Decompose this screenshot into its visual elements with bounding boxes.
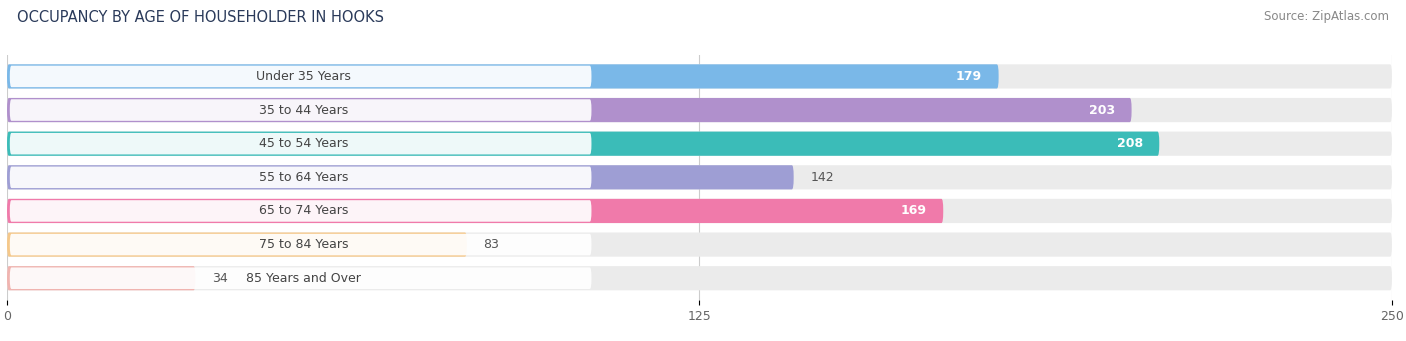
- FancyBboxPatch shape: [7, 266, 195, 290]
- FancyBboxPatch shape: [10, 133, 592, 154]
- Text: 203: 203: [1088, 104, 1115, 117]
- Text: 83: 83: [484, 238, 499, 251]
- Text: 35 to 44 Years: 35 to 44 Years: [259, 104, 349, 117]
- FancyBboxPatch shape: [7, 199, 943, 223]
- FancyBboxPatch shape: [10, 234, 592, 255]
- Text: 208: 208: [1116, 137, 1143, 150]
- FancyBboxPatch shape: [7, 98, 1132, 122]
- Text: OCCUPANCY BY AGE OF HOUSEHOLDER IN HOOKS: OCCUPANCY BY AGE OF HOUSEHOLDER IN HOOKS: [17, 10, 384, 25]
- Text: 65 to 74 Years: 65 to 74 Years: [259, 205, 349, 218]
- FancyBboxPatch shape: [7, 64, 1392, 89]
- FancyBboxPatch shape: [7, 132, 1160, 156]
- Text: 169: 169: [901, 205, 927, 218]
- Text: 85 Years and Over: 85 Years and Over: [246, 272, 361, 285]
- FancyBboxPatch shape: [10, 166, 592, 188]
- FancyBboxPatch shape: [10, 99, 592, 121]
- FancyBboxPatch shape: [7, 199, 1392, 223]
- FancyBboxPatch shape: [7, 132, 1392, 156]
- Text: Under 35 Years: Under 35 Years: [256, 70, 352, 83]
- FancyBboxPatch shape: [7, 64, 998, 89]
- Text: 45 to 54 Years: 45 to 54 Years: [259, 137, 349, 150]
- Text: 142: 142: [810, 171, 834, 184]
- Text: 34: 34: [212, 272, 228, 285]
- FancyBboxPatch shape: [7, 266, 1392, 290]
- FancyBboxPatch shape: [10, 66, 592, 87]
- FancyBboxPatch shape: [7, 98, 1392, 122]
- FancyBboxPatch shape: [10, 267, 592, 289]
- FancyBboxPatch shape: [7, 165, 793, 190]
- FancyBboxPatch shape: [7, 233, 467, 257]
- Text: 75 to 84 Years: 75 to 84 Years: [259, 238, 349, 251]
- Text: Source: ZipAtlas.com: Source: ZipAtlas.com: [1264, 10, 1389, 23]
- FancyBboxPatch shape: [10, 200, 592, 222]
- Text: 55 to 64 Years: 55 to 64 Years: [259, 171, 349, 184]
- Text: 179: 179: [956, 70, 981, 83]
- FancyBboxPatch shape: [7, 233, 1392, 257]
- FancyBboxPatch shape: [7, 165, 1392, 190]
